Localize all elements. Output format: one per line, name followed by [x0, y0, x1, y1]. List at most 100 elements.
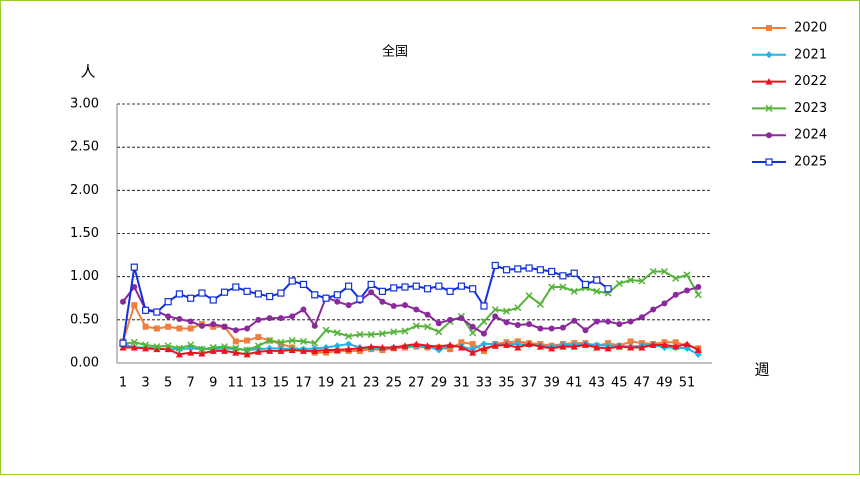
data-point — [536, 343, 544, 350]
x-tick-label: 41 — [566, 376, 583, 391]
data-point — [209, 347, 217, 354]
data-point — [221, 347, 229, 354]
data-point — [243, 346, 251, 354]
data-point — [153, 345, 161, 353]
data-point — [424, 342, 432, 349]
data-point — [660, 341, 668, 348]
data-point — [277, 341, 284, 348]
data-point — [345, 302, 352, 309]
data-point — [176, 325, 183, 332]
data-point — [288, 346, 296, 354]
data-point — [311, 291, 319, 299]
data-point — [582, 327, 589, 334]
data-point — [244, 325, 251, 332]
data-point — [423, 285, 432, 293]
data-point — [514, 322, 521, 329]
y-tick-label: 3.00 — [70, 97, 99, 112]
data-point — [581, 280, 590, 289]
legend-label: 2024 — [794, 128, 827, 143]
data-point — [277, 289, 285, 297]
x-tick-label: 21 — [340, 376, 357, 391]
series-line — [123, 342, 699, 356]
x-tick-label: 13 — [250, 376, 267, 391]
data-point — [402, 302, 408, 309]
data-point — [570, 269, 578, 277]
data-point — [175, 290, 183, 298]
data-point — [175, 344, 183, 352]
y-tick-label: 2.00 — [70, 183, 99, 198]
legend-marker — [766, 25, 772, 31]
legend-label: 2023 — [794, 101, 827, 116]
data-point — [334, 298, 341, 305]
data-point — [401, 327, 409, 335]
data-point — [458, 315, 465, 322]
data-point — [525, 264, 533, 272]
data-point — [661, 300, 668, 307]
data-point — [694, 291, 702, 299]
data-point — [209, 296, 217, 304]
legend-marker — [766, 132, 772, 139]
data-point — [469, 285, 477, 293]
data-point — [581, 341, 589, 348]
x-tick-label: 37 — [521, 376, 538, 391]
legend-marker — [765, 158, 773, 166]
data-point — [480, 302, 488, 310]
data-point — [311, 322, 318, 329]
data-point — [548, 325, 555, 332]
data-point — [695, 284, 702, 291]
data-point — [221, 323, 228, 330]
data-point — [232, 338, 239, 345]
data-point — [277, 338, 285, 346]
data-point — [356, 344, 364, 352]
series-line — [122, 342, 699, 356]
data-point — [446, 341, 454, 348]
data-point — [187, 325, 194, 332]
data-point — [266, 292, 274, 301]
data-point — [142, 341, 150, 349]
data-point — [435, 328, 443, 336]
x-tick-label: 29 — [431, 376, 448, 391]
data-point — [367, 280, 375, 289]
data-point — [322, 294, 330, 302]
data-point — [288, 337, 296, 345]
x-tick-label: 33 — [476, 376, 493, 391]
data-point — [131, 302, 138, 309]
chart-title: 全国 — [382, 44, 408, 60]
data-point — [243, 287, 251, 295]
data-point — [469, 323, 476, 330]
x-tick-label: 43 — [588, 376, 605, 391]
data-point — [300, 306, 307, 313]
x-tick-label: 7 — [187, 376, 195, 391]
data-point — [638, 343, 646, 351]
x-tick-label: 11 — [228, 376, 245, 391]
x-tick-label: 45 — [611, 376, 628, 391]
x-tick-label: 35 — [498, 376, 515, 391]
data-point — [299, 337, 308, 345]
data-point — [142, 323, 149, 330]
data-point — [232, 327, 239, 334]
data-point — [333, 329, 341, 337]
legend-label: 2025 — [794, 155, 827, 170]
data-point — [548, 267, 556, 276]
data-point — [412, 322, 420, 330]
data-point — [514, 304, 522, 312]
data-point — [187, 349, 195, 356]
data-point — [255, 316, 262, 323]
data-point — [435, 320, 442, 327]
legend-label: 2020 — [794, 21, 827, 36]
data-point — [198, 322, 205, 329]
data-point — [605, 318, 612, 325]
data-point — [220, 343, 229, 351]
data-point — [593, 318, 600, 325]
y-tick-label: 1.00 — [70, 269, 99, 284]
data-point — [502, 266, 511, 274]
data-point — [684, 287, 690, 294]
data-point — [401, 342, 409, 349]
data-point — [333, 291, 341, 299]
data-point — [187, 341, 195, 349]
legend-label: 2021 — [794, 47, 827, 62]
data-point — [435, 282, 443, 290]
data-point — [176, 315, 183, 322]
data-point — [413, 306, 420, 313]
data-point — [345, 332, 353, 340]
